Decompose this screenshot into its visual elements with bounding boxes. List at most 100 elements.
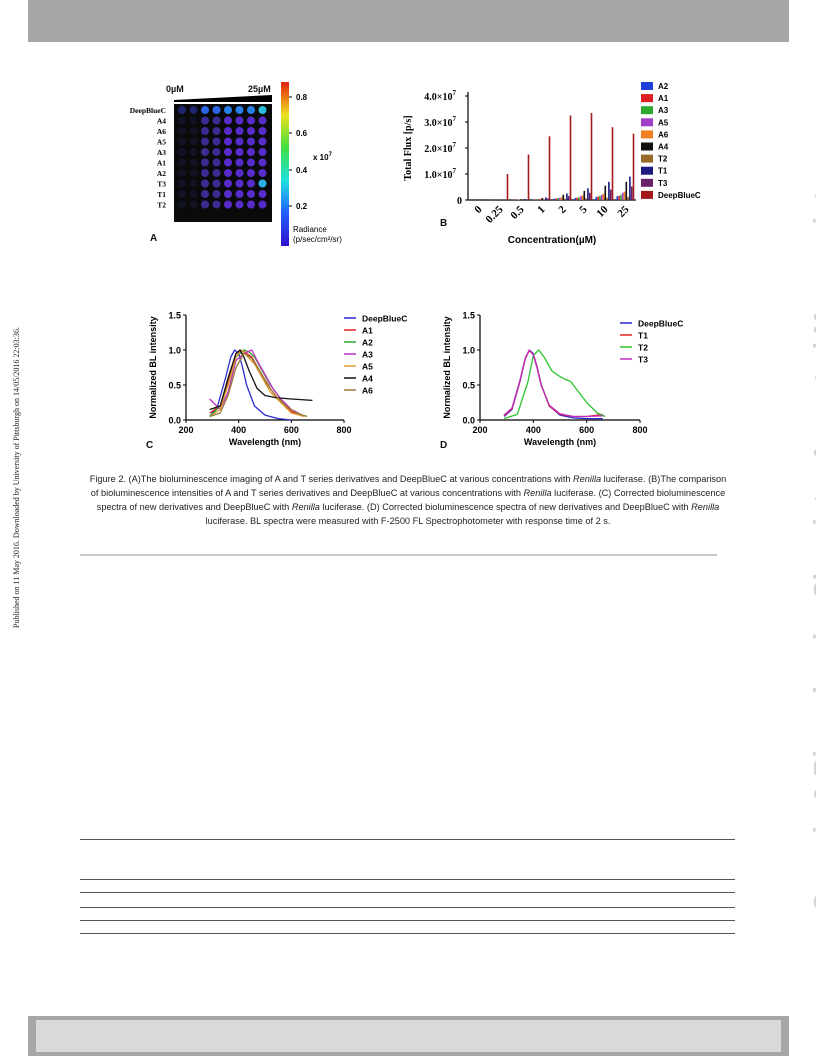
plate-well	[224, 190, 232, 198]
plate-well	[258, 190, 267, 198]
plate-well	[189, 158, 198, 167]
plate-well	[235, 158, 244, 167]
plate-well	[247, 190, 255, 198]
x-tick-label: 800	[336, 425, 351, 435]
x-tick-label: 600	[579, 425, 594, 435]
legend-label: T3	[638, 355, 648, 365]
b-bar	[630, 186, 633, 200]
b-category-label: 0.5	[508, 203, 527, 222]
plate-well	[212, 190, 221, 198]
y-tick-label: 0.5	[168, 381, 181, 391]
b-bar	[553, 198, 556, 200]
b-bar	[524, 198, 526, 200]
b-legend-swatch	[641, 130, 653, 139]
plate-well	[178, 200, 186, 209]
plate-well	[235, 179, 244, 188]
b-bar	[581, 195, 584, 200]
table-rule-1	[80, 839, 735, 840]
plate-well	[247, 200, 255, 209]
b-bar	[625, 181, 628, 200]
plate-well	[201, 127, 209, 135]
b-category-label: 1	[535, 204, 547, 216]
plate-well	[258, 158, 267, 167]
plate-well	[201, 148, 209, 156]
b-y-tick-label: 2.0×107	[424, 141, 456, 155]
x-axis-label: Wavelength (nm)	[229, 437, 301, 447]
plate-well	[201, 137, 209, 146]
b-bar	[525, 199, 528, 200]
figure-2: 0µM 25µM DeepBlueC A4 A6 A5 A3 A1 A2 T3 T1 T2 0.8…	[0, 0, 816, 460]
plate-well	[247, 116, 255, 125]
table-rule-3	[80, 892, 735, 893]
plate-well	[224, 106, 232, 114]
colorbar-exponent: x 107	[313, 152, 333, 162]
b-bar	[560, 197, 563, 200]
legend-label: A1	[362, 326, 373, 336]
table-rule-5	[80, 920, 735, 921]
b-legend-label: T2	[658, 155, 668, 164]
plate-well	[201, 106, 209, 114]
plate-row-label: A6	[157, 127, 166, 136]
b-legend-swatch	[641, 118, 653, 127]
b-legend-swatch	[641, 166, 653, 175]
b-bar	[578, 197, 580, 200]
b-bar	[611, 127, 614, 200]
y-tick-label: 0.0	[462, 416, 475, 426]
b-bar	[545, 197, 547, 200]
plate-row-label: T1	[157, 190, 166, 199]
b-bar	[585, 198, 587, 200]
plate-well	[189, 137, 198, 146]
b-bar	[600, 194, 603, 200]
plate-well	[212, 200, 221, 209]
legend-label: T1	[638, 331, 648, 341]
plate-well	[212, 116, 221, 125]
b-bar	[629, 176, 631, 200]
b-bar	[604, 185, 607, 200]
plate-well	[247, 169, 255, 177]
b-bar	[520, 199, 523, 200]
plate-well	[258, 116, 267, 125]
b-bar	[562, 194, 565, 200]
b-legend-label: A1	[658, 94, 669, 103]
y-tick-label: 1.5	[462, 311, 475, 321]
plate-well	[189, 169, 198, 177]
b-bar	[595, 196, 598, 200]
plate-well	[212, 137, 221, 146]
colorbar-label-units: (p/sec/cm²/sr)	[293, 235, 342, 244]
plate-well	[224, 169, 232, 177]
plate-well	[178, 137, 186, 146]
plate-well	[235, 106, 244, 114]
plate-well	[258, 137, 267, 146]
b-bar	[590, 112, 593, 200]
plate-well	[247, 127, 255, 135]
plate-well	[212, 179, 221, 188]
b-y-axis-label: Total Flux [p/s]	[403, 115, 414, 180]
x-tick-label: 600	[284, 425, 299, 435]
b-legend-label: A4	[658, 143, 669, 152]
b-bar	[574, 197, 577, 200]
plate-well	[235, 190, 244, 198]
plate-well	[258, 127, 267, 135]
panel-d-spectra: 0.0 0.5 1.0 1.5 200 400 600 800 Normalized BL in…	[440, 311, 683, 452]
panel-label: C	[146, 440, 153, 451]
b-y-tick-label: 1.0×107	[424, 167, 456, 181]
b-legend-swatch	[641, 142, 653, 151]
table-rule-6	[80, 933, 735, 934]
b-bar	[579, 196, 582, 200]
legend-label: A2	[362, 338, 373, 348]
b-bar	[534, 199, 536, 200]
b-legend-label: A2	[658, 82, 669, 91]
page-header-bar	[28, 0, 789, 42]
plate-well	[258, 106, 267, 114]
plate-well	[189, 116, 198, 125]
conc-start-label: 0µM	[166, 84, 184, 94]
plate-row-label: T3	[157, 180, 166, 189]
table-rule-2	[80, 879, 735, 880]
b-legend-swatch	[641, 190, 653, 199]
plate-well	[212, 106, 221, 114]
plate-well	[178, 116, 186, 125]
x-tick-label: 400	[231, 425, 246, 435]
legend-label: T2	[638, 343, 648, 353]
